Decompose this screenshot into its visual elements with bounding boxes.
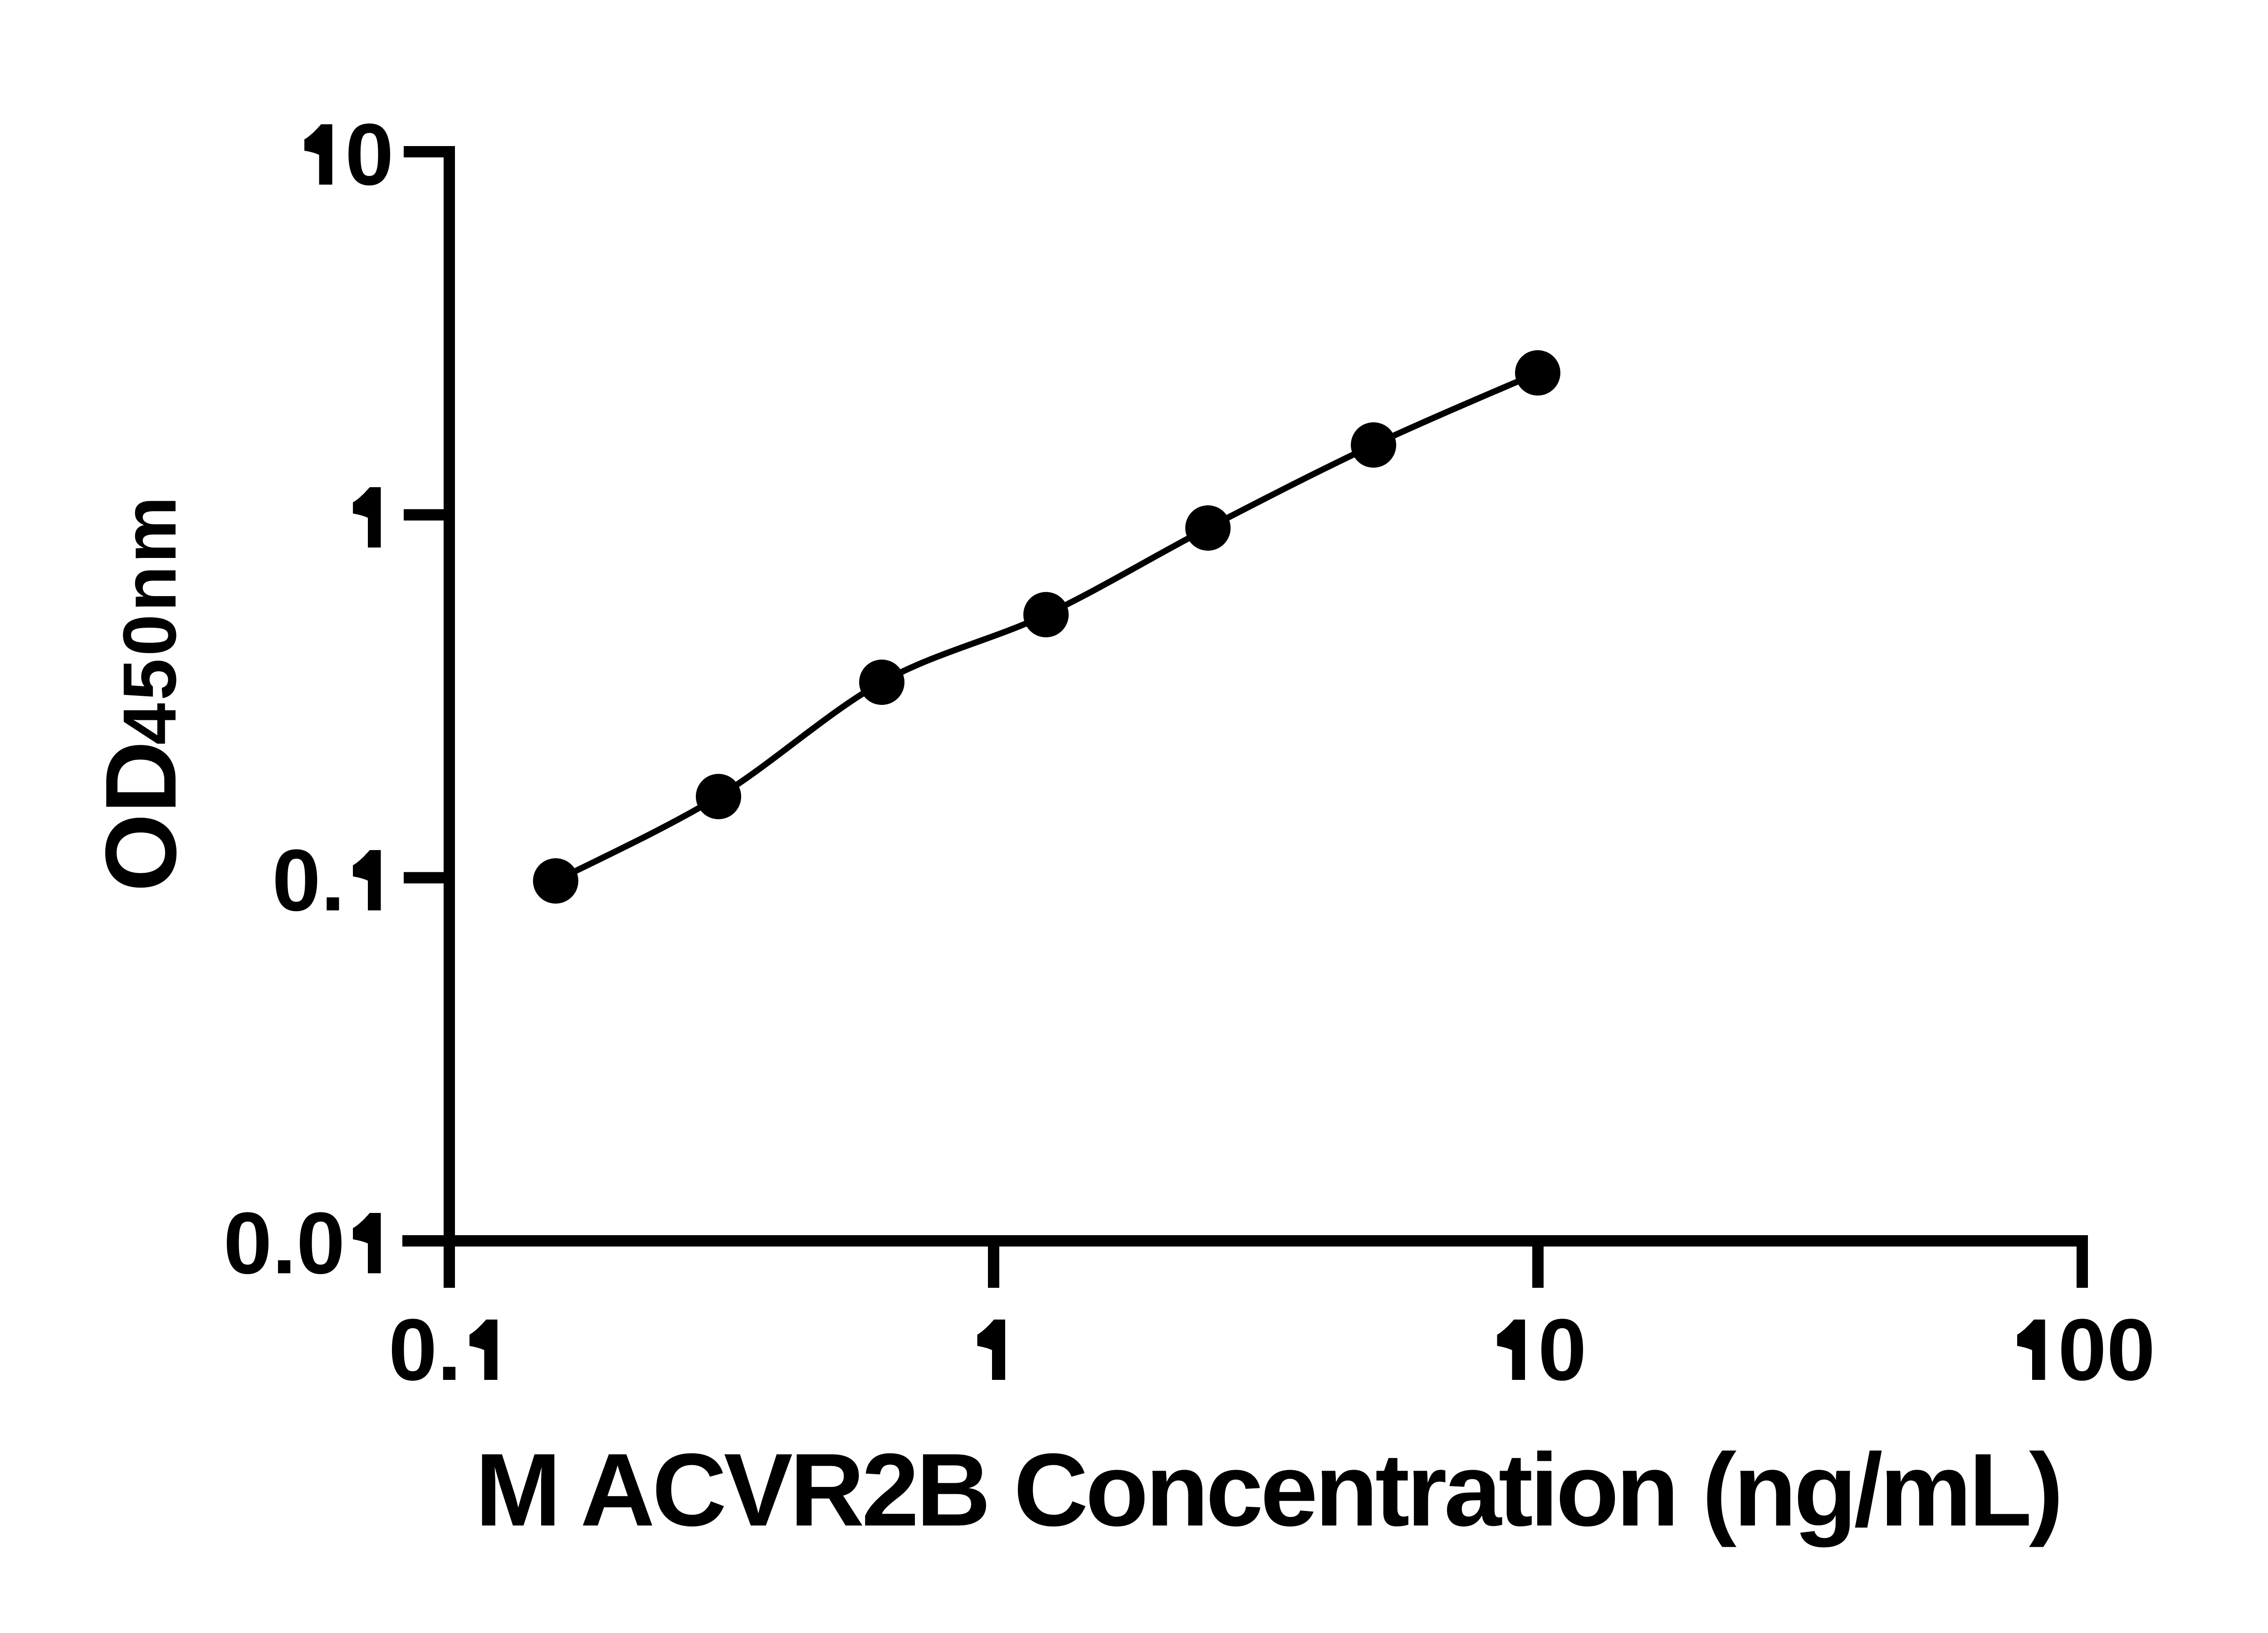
svg-text:00: 00 [2058,1301,2156,1398]
svg-text:OD: OD [85,741,197,892]
svg-text:0.: 0. [388,1301,461,1398]
svg-text:450nm: 450nm [108,494,192,745]
svg-text:0: 0 [345,105,394,203]
svg-text:0.: 0. [272,831,345,929]
svg-text:0.0: 0.0 [223,1194,345,1292]
svg-text:M ACVR2B Concentration (ng/mL): M ACVR2B Concentration (ng/mL) [475,1433,2060,1548]
svg-text:0: 0 [1538,1301,1587,1398]
